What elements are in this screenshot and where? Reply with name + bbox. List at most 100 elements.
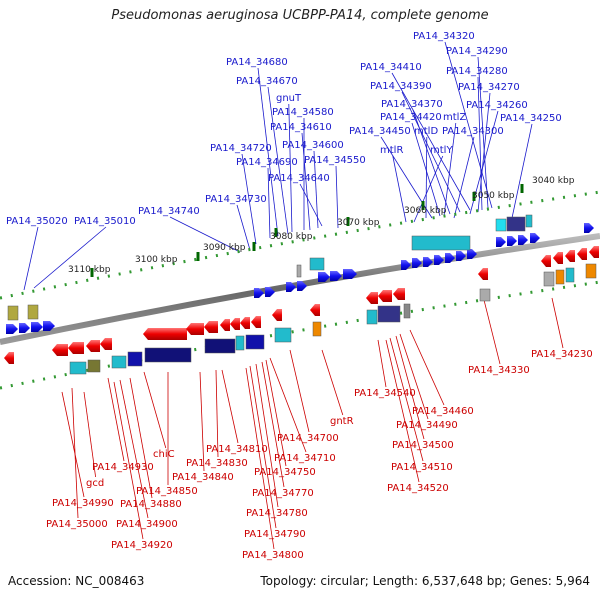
scale-tick-label: 3100 kbp xyxy=(135,255,178,265)
reverse-gene-arrow xyxy=(220,319,230,331)
forward-gene-label: PA14_34300 xyxy=(442,126,504,137)
forward-gene-label: mtlD xyxy=(414,126,438,137)
protein-domain-box xyxy=(69,361,87,375)
fwd-label-leader xyxy=(313,150,319,229)
reverse-gene-label: PA14_34990 xyxy=(52,498,114,509)
forward-gene-label: PA14_35010 xyxy=(74,216,136,227)
forward-gene-arrow xyxy=(43,321,55,331)
reverse-gene-arrow xyxy=(272,309,282,321)
forward-gene-label: PA14_34730 xyxy=(205,194,267,205)
fwd-label-leader xyxy=(267,167,271,239)
protein-domain-box xyxy=(144,347,192,363)
fwd-label-leader xyxy=(477,92,491,213)
forward-gene-label: PA14_34390 xyxy=(370,81,432,92)
protein-domain-box xyxy=(312,321,322,337)
fwd-label-leader xyxy=(391,72,471,211)
reverse-gene-label: PA14_34790 xyxy=(244,529,306,540)
genome-summary-text: Topology: circular; Length: 6,537,648 bp… xyxy=(260,574,590,588)
forward-gene-label: PA14_34670 xyxy=(236,76,298,87)
protein-domain-box xyxy=(27,304,39,320)
reverse-gene-label: PA14_34490 xyxy=(396,420,458,431)
reverse-gene-arrow xyxy=(251,316,261,328)
fwd-label-leader xyxy=(236,204,251,251)
forward-gene-label: PA14_34550 xyxy=(304,155,366,166)
rev-label-leader xyxy=(113,381,144,540)
protein-domain-box xyxy=(543,271,555,287)
reverse-gene-label: PA14_34930 xyxy=(92,462,154,473)
protein-domain-box xyxy=(204,338,236,354)
fwd-label-leader xyxy=(411,122,441,217)
forward-gene-label: PA14_34640 xyxy=(268,173,330,184)
reverse-gene-arrow xyxy=(186,323,204,335)
forward-gene-label: PA14_34610 xyxy=(270,122,332,133)
reverse-gene-label: chiC xyxy=(153,449,175,460)
fwd-label-leader xyxy=(477,76,483,211)
reverse-gene-label: PA14_34700 xyxy=(277,433,339,444)
fwd-label-leader xyxy=(23,226,39,291)
reverse-gene-arrow xyxy=(230,318,240,330)
reverse-gene-label: gcd xyxy=(86,478,104,489)
forward-gene-arrow xyxy=(6,324,18,334)
rev-label-leader xyxy=(83,391,96,478)
forward-gene-label: mtlY xyxy=(430,145,453,156)
gene-labels: PA14_34320 PA14_34290 PA14_34410 PA14_34280… xyxy=(6,31,593,561)
forward-gene-arrow xyxy=(434,255,444,265)
forward-gene-arrow xyxy=(343,269,357,279)
reverse-gene-label: PA14_34920 xyxy=(111,540,173,551)
forward-gene-label: PA14_34260 xyxy=(466,100,528,111)
fwd-label-leader xyxy=(401,91,461,213)
reverse-gene-arrow xyxy=(378,290,392,302)
fwd-label-leader xyxy=(169,216,241,253)
scale-tick-label: 3080 kbp xyxy=(270,232,313,242)
fwd-label-leader xyxy=(241,153,257,245)
rev-label-leader xyxy=(249,365,277,529)
fwd-label-leader xyxy=(511,123,533,219)
fwd-label-leader xyxy=(288,103,293,233)
protein-domain-box xyxy=(585,263,597,279)
forward-gene-arrow xyxy=(254,288,264,298)
protein-domain-box xyxy=(111,355,127,369)
fwd-label-leader xyxy=(299,183,323,227)
rev-label-leader xyxy=(409,329,445,406)
reverse-gene-label: PA14_34330 xyxy=(468,365,530,376)
reverse-gene-label: PA14_34230 xyxy=(531,349,593,360)
protein-domain-box xyxy=(296,264,302,278)
forward-gene-arrow xyxy=(456,251,466,261)
forward-gene-label: PA14_34720 xyxy=(210,143,272,154)
reverse-gene-arrow xyxy=(100,338,112,350)
forward-gene-label: PA14_34450 xyxy=(349,126,411,137)
rev-label-leader xyxy=(265,359,287,467)
reverse-gene-label: PA14_34460 xyxy=(412,406,474,417)
fwd-label-leader xyxy=(443,122,457,217)
reverse-gene-arrow xyxy=(143,328,187,340)
forward-gene-label: PA14_34690 xyxy=(236,157,298,168)
fwd-label-leader xyxy=(257,67,279,237)
fwd-label-leader xyxy=(477,56,489,209)
reverse-gene-arrow xyxy=(240,317,250,329)
forward-gene-arrow xyxy=(286,282,296,292)
forward-gene-label: gnuT xyxy=(276,93,302,104)
rev-label-leader xyxy=(143,371,167,449)
rev-label-leader xyxy=(215,369,219,458)
scale-tick-label: 3070 kbp xyxy=(337,218,380,228)
forward-gene-label: PA14_34410 xyxy=(360,62,422,73)
rev-label-leader xyxy=(483,299,501,365)
rev-label-leader xyxy=(119,379,149,519)
scale-tick-label: 3050 kbp xyxy=(472,191,515,201)
forward-gene-label: PA14_34680 xyxy=(226,57,288,68)
reverse-gene-label: PA14_34800 xyxy=(242,550,304,561)
reverse-gene-arrow xyxy=(68,342,84,354)
forward-gene-label: PA14_34740 xyxy=(138,206,200,217)
rev-label-leader xyxy=(399,333,429,420)
scale-tick-label: 3110 kbp xyxy=(68,265,111,275)
fwd-label-leader xyxy=(413,155,444,223)
reverse-gene-label: PA14_34880 xyxy=(120,499,182,510)
fwd-label-leader xyxy=(267,86,289,235)
forward-gene-arrow xyxy=(467,249,477,259)
fwd-label-leader xyxy=(425,136,428,219)
protein-domain-box xyxy=(7,305,19,321)
rev-label-leader xyxy=(71,387,79,519)
reverse-gene-label: PA14_34750 xyxy=(254,467,316,478)
